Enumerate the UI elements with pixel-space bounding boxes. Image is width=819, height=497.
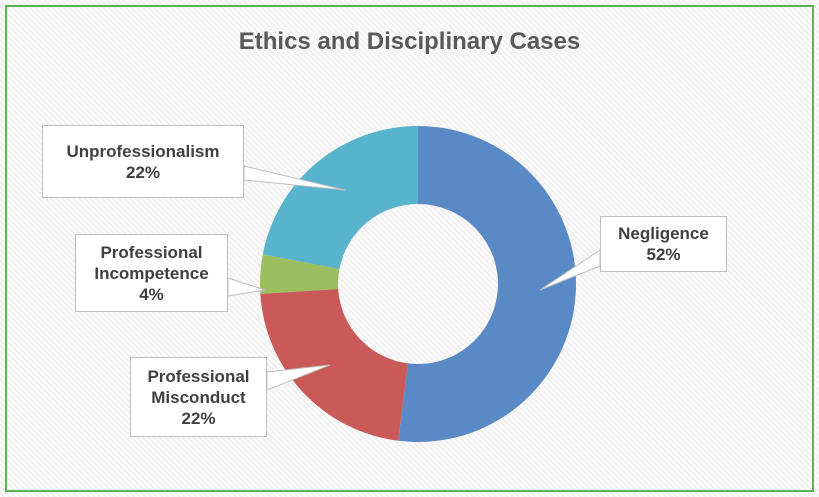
category-label: Unprofessionalism xyxy=(66,141,220,161)
chart-title: Ethics and Disciplinary Cases xyxy=(238,28,581,55)
data-label: Negligence 52% xyxy=(600,216,727,272)
slice xyxy=(262,126,418,270)
callout-pointer xyxy=(266,364,331,391)
value-label: 22% xyxy=(125,162,161,182)
slice xyxy=(398,126,576,442)
value-label: 22% xyxy=(181,408,216,428)
frame xyxy=(5,5,814,492)
category-label: Professional Misconduct xyxy=(147,366,250,407)
data-label: Unprofessionalism 22% xyxy=(42,125,244,198)
category-label: Negligence xyxy=(618,224,709,243)
slice xyxy=(260,254,340,294)
callout-pointer xyxy=(227,277,266,297)
category-label: Professional Incompetence xyxy=(94,242,209,283)
data-label: Professional Incompetence 4% xyxy=(75,234,228,312)
slice xyxy=(260,289,408,441)
data-label: Professional Misconduct 22% xyxy=(130,357,267,437)
value-label: 52% xyxy=(646,245,681,264)
value-label: 4% xyxy=(139,284,164,304)
callout-pointer xyxy=(243,165,346,191)
